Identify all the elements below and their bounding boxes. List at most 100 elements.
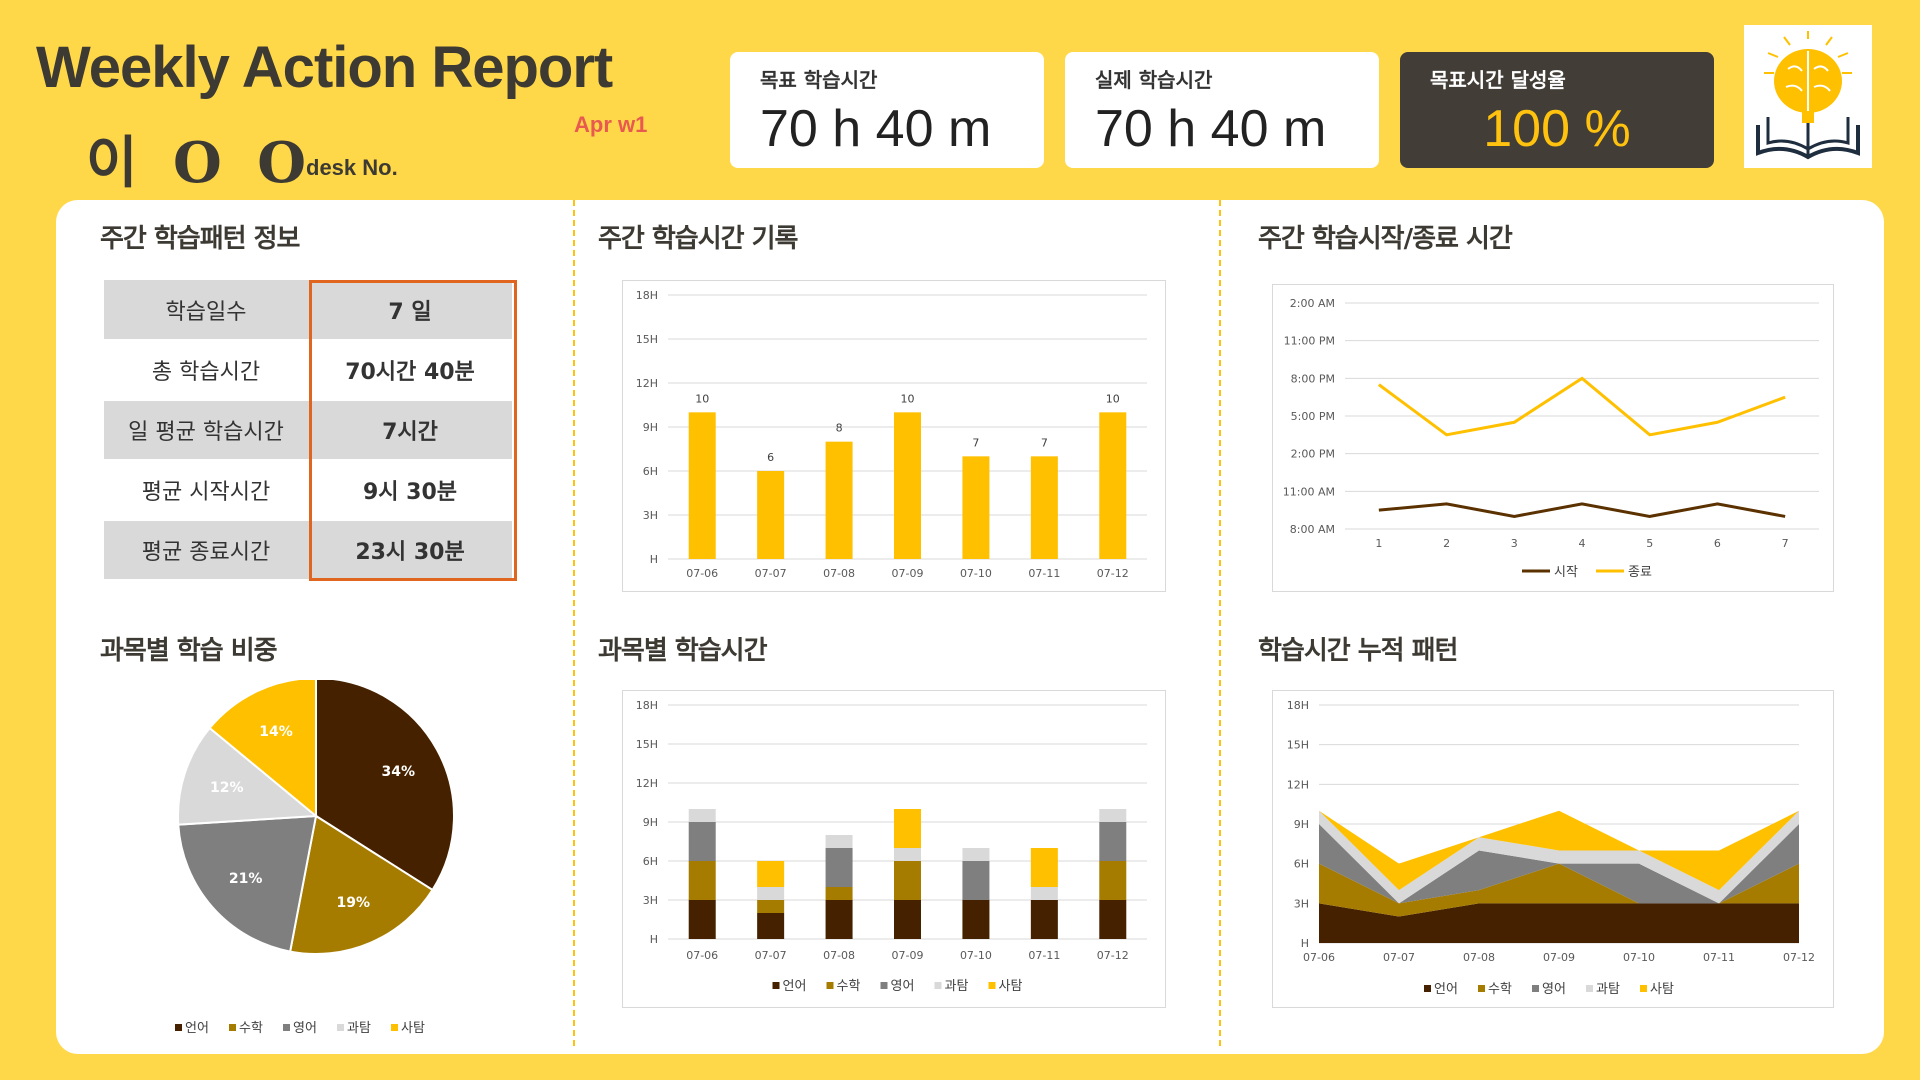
bar-segment [825, 887, 853, 900]
data-label: 7 [1041, 436, 1048, 449]
table-row: 총 학습시간 70시간 40분 [104, 340, 512, 401]
legend-label: 영어 [891, 979, 915, 994]
start-end-line-chart: 8:00 AM 11:00 AM 2:00 PM 5:00 PM 8:00 PM 11:0… [1283, 297, 1819, 580]
kpi-actual-hours: 실제 학습시간 70 h 40 m [1065, 52, 1379, 168]
x-tick-label: 07-08 [823, 567, 855, 580]
legend-label: 과탐 [945, 979, 969, 994]
bar-segment [894, 900, 921, 939]
bar-segment [1099, 809, 1127, 822]
pie-value-label: 12% [210, 780, 244, 796]
stat-label: 일 평균 학습시간 [104, 400, 308, 461]
y-tick-label: H [650, 933, 658, 946]
stat-value: 7 일 [308, 280, 512, 341]
legend-swatch [1586, 985, 1593, 992]
y-tick-label: 18H [1287, 699, 1309, 712]
bar-segment [894, 861, 921, 900]
stat-label: 평균 시작시간 [104, 460, 308, 521]
legend-swatch [1478, 985, 1485, 992]
bar [1030, 456, 1058, 559]
legend-label: 언어 [783, 979, 807, 994]
bar-segment [825, 835, 853, 848]
daily-hours-bar-chart: H 3H 6H 9H 12H 15H 18H 10 07-06 6 07-07 8 07-08 10 07-… [636, 289, 1147, 580]
bar-segment [1030, 900, 1058, 939]
y-tick-label: 6H [643, 465, 658, 478]
bar-segment [1099, 822, 1127, 861]
legend-swatch [772, 982, 780, 989]
legend-label: 사탐 [401, 1021, 425, 1036]
x-tick-label: 07-07 [755, 567, 787, 580]
pie-value-label: 34% [381, 764, 415, 780]
y-tick-label: 11:00 AM [1283, 485, 1335, 498]
bar-segment [825, 900, 853, 939]
y-tick-label: 5:00 PM [1291, 410, 1335, 423]
data-label: 10 [1106, 392, 1120, 405]
area-series [1319, 903, 1799, 943]
series-line [1377, 376, 1786, 437]
x-tick-label: 07-10 [960, 949, 992, 962]
bar-segment [688, 809, 716, 822]
y-tick-label: 12H [1287, 778, 1309, 791]
bar-segment [688, 861, 716, 900]
legend-label: 영어 [1542, 982, 1566, 997]
subject-share-chart: 34% 19% 21% 12% 14% 언어 수학 영어 과탐 사탐 [148, 676, 514, 1040]
stat-value: 70시간 40분 [308, 340, 512, 401]
kpi-value: 70 h 40 m [1095, 100, 1327, 158]
bar-segment [825, 848, 853, 887]
subject-hours-stacked-bar-chart: H 3H 6H 9H 12H 15H 18H 07-06 07-07 07-08 07-09 07-1… [636, 699, 1147, 994]
x-tick-label: 4 [1579, 537, 1586, 550]
legend-swatch [934, 982, 942, 989]
section-title-start-end: 주간 학습시작/종료 시간 [1258, 224, 1513, 254]
bar-segment [962, 900, 990, 939]
cumulative-area-chart: H 3H 6H 9H 12H 15H 18H 07-06 07-07 07-08 07-09 07-1… [1287, 699, 1815, 997]
bar-segment [962, 848, 990, 861]
area-series [1319, 810, 1799, 904]
bar [688, 412, 716, 559]
data-label: 7 [972, 436, 979, 449]
subject-hours-chart: H 3H 6H 9H 12H 15H 18H 07-06 07-07 07-08 07-09 07-1… [622, 690, 1166, 1008]
y-tick-label: 15H [1287, 739, 1309, 752]
legend-label: 수학 [239, 1021, 263, 1036]
report-title: Weekly Action Report [36, 35, 613, 100]
legend-label: 종료 [1628, 565, 1652, 580]
x-tick-label: 07-09 [1543, 951, 1575, 964]
bar-segment [1099, 861, 1127, 900]
kpi-label: 목표 학습시간 [760, 68, 878, 92]
x-tick-label: 07-12 [1783, 951, 1815, 964]
x-tick-label: 07-09 [892, 567, 924, 580]
bar-segment [757, 861, 785, 887]
y-tick-label: 3H [643, 509, 658, 522]
y-tick-label: 2:00 AM [1290, 297, 1335, 310]
pie-slice [177, 726, 319, 826]
data-label: 8 [836, 422, 843, 435]
x-tick-label: 07-12 [1097, 567, 1129, 580]
legend-swatch [1424, 985, 1431, 992]
y-tick-label: 12H [636, 777, 658, 790]
table-row: 학습일수 7 일 [104, 280, 512, 341]
table-row: 일 평균 학습시간 7시간 [104, 400, 512, 461]
kpi-value: 100 % [1483, 100, 1631, 158]
legend-label: 사탐 [1650, 982, 1674, 997]
legend-label: 과탐 [347, 1021, 371, 1036]
legend-label: 시작 [1554, 565, 1578, 580]
section-title-subject-hours: 과목별 학습시간 [598, 636, 767, 666]
legend-swatch [1640, 985, 1647, 992]
x-tick-label: 2 [1443, 537, 1450, 550]
section-title-pattern-info: 주간 학습패턴 정보 [100, 224, 300, 254]
legend-swatch [337, 1024, 344, 1031]
bar-segment [962, 861, 990, 900]
x-tick-label: 07-11 [1703, 951, 1735, 964]
x-tick-label: 07-07 [1383, 951, 1415, 964]
legend-label: 언어 [185, 1021, 209, 1036]
legend-swatch [229, 1024, 236, 1031]
bar-segment [757, 887, 785, 900]
x-tick-label: 07-07 [755, 949, 787, 962]
stat-label: 학습일수 [104, 280, 308, 341]
y-tick-label: 11:00 PM [1284, 335, 1335, 348]
bar-segment [894, 809, 921, 848]
stat-label: 총 학습시간 [104, 340, 308, 401]
bar [825, 441, 853, 559]
kpi-value: 70 h 40 m [760, 100, 992, 158]
bar [894, 412, 921, 559]
y-tick-label: 8:00 AM [1290, 523, 1335, 536]
pie-slice [288, 814, 434, 955]
